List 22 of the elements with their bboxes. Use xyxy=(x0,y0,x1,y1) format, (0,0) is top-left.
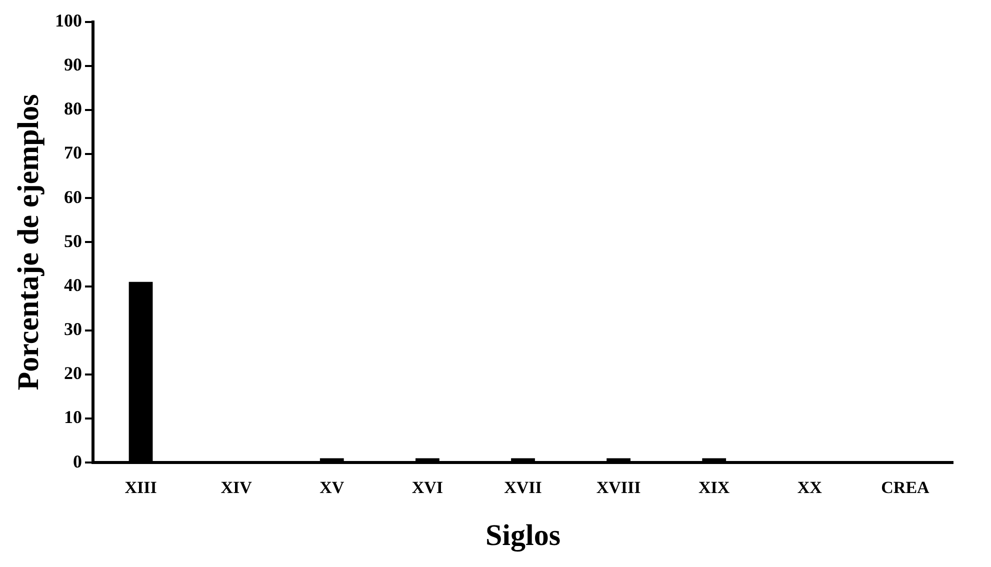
x-tick-label: XVI xyxy=(412,478,444,498)
y-tick-label: 30 xyxy=(64,319,82,340)
y-tick-label: 80 xyxy=(64,98,82,119)
x-tick-label: XV xyxy=(320,478,345,498)
x-tick-label: XIII xyxy=(124,478,158,498)
x-tick-label: XIX xyxy=(698,478,730,498)
y-tick-label: 90 xyxy=(64,54,82,75)
x-tick-label: CREA xyxy=(881,478,930,498)
y-axis-title: Porcentaje de ejemplos xyxy=(12,94,45,390)
y-tick-label: 60 xyxy=(64,186,82,207)
y-tick-label: 100 xyxy=(55,10,82,30)
x-tick-label: XX xyxy=(797,478,823,498)
x-tick-label: XIV xyxy=(220,478,253,498)
y-tick-label: 10 xyxy=(64,407,82,428)
x-tick-label: XVIII xyxy=(596,478,642,498)
y-tick-label: 20 xyxy=(64,363,82,384)
y-tick-label: 70 xyxy=(64,142,82,163)
x-axis-title: Siglos xyxy=(485,518,561,552)
y-tick-label: 0 xyxy=(73,451,82,472)
y-tick-label: 50 xyxy=(64,230,82,251)
y-tick-label: 40 xyxy=(64,274,82,295)
x-tick-label: XVII xyxy=(504,478,542,498)
